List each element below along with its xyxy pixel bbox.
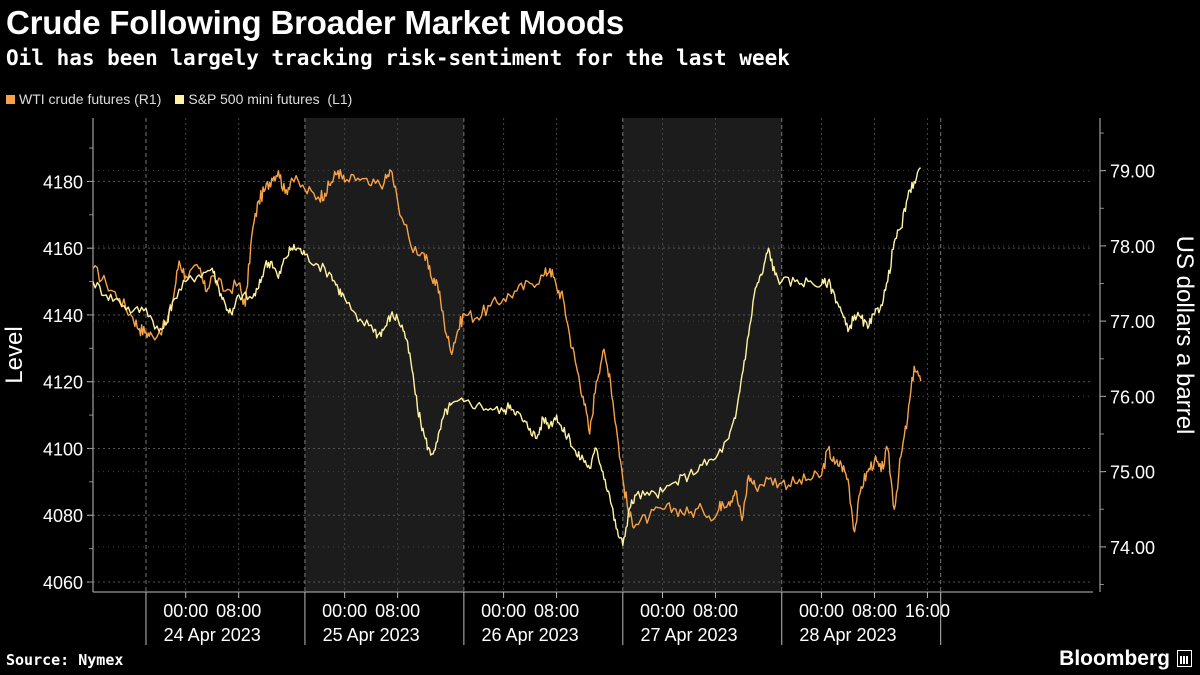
left-axis-tick-label: 4060 [43,573,83,593]
x-axis-time-label: 08:00 [852,601,897,621]
left-axis-tick-label: 4140 [43,306,83,326]
chart-title: Crude Following Broader Market Moods [6,4,625,41]
x-axis-date-label: 26 Apr 2023 [482,625,579,645]
right-axis-tick-label: 75.00 [1110,463,1155,483]
left-axis-tick-label: 4080 [43,506,83,526]
legend: WTI crude futures (R1) S&P 500 mini futu… [6,91,352,107]
legend-item-sp500: S&P 500 mini futures (L1) [175,91,352,107]
x-axis-time-label: 16:00 [905,601,950,621]
x-axis-time-label: 08:00 [693,601,738,621]
x-axis-time-label: 00:00 [481,601,526,621]
left-axis-tick-label: 4120 [43,373,83,393]
x-axis-time-label: 00:00 [640,601,685,621]
x-axis-date-label: 25 Apr 2023 [323,625,420,645]
right-axis-tick-label: 77.00 [1110,312,1155,332]
right-axis-tick-label: 74.00 [1110,538,1155,558]
terminal-icon [1177,650,1192,667]
legend-label-sp500: S&P 500 mini futures (L1) [188,91,353,107]
shaded-band [622,118,782,592]
chart-subtitle: Oil has been largely tracking risk-senti… [6,46,790,70]
x-axis-date-label: 28 Apr 2023 [799,625,896,645]
right-axis-tick-label: 76.00 [1110,387,1155,407]
x-axis-time-label: 08:00 [216,601,261,621]
right-axis-tick-label: 78.00 [1110,237,1155,257]
series-line-wti [92,169,922,533]
x-axis-date-label: 24 Apr 2023 [164,625,261,645]
series-line-sp500 [92,167,921,546]
x-axis-time-label: 00:00 [163,601,208,621]
shaded-band [304,118,464,592]
legend-item-wti: WTI crude futures (R1) [6,91,161,107]
x-axis-time-label: 00:00 [799,601,844,621]
right-axis-tick-label: 79.00 [1110,162,1155,182]
left-axis-title: Level [1,326,28,383]
right-axis-title: US dollars a barrel [1171,236,1198,435]
legend-swatch-sp500 [175,94,185,104]
x-axis-date-label: 27 Apr 2023 [640,625,737,645]
x-axis-time-label: 08:00 [375,601,420,621]
x-axis-time-label: 00:00 [322,601,367,621]
left-axis-tick-label: 4160 [43,239,83,259]
left-axis-tick-label: 4100 [43,439,83,459]
source-note: Source: Nymex [6,651,124,669]
legend-swatch-wti [6,94,15,104]
x-axis-time-label: 08:00 [534,601,579,621]
left-axis-tick-label: 4180 [43,172,83,192]
bloomberg-logo: Bloomberg [1059,647,1170,670]
legend-label-wti: WTI crude futures (R1) [19,91,162,107]
